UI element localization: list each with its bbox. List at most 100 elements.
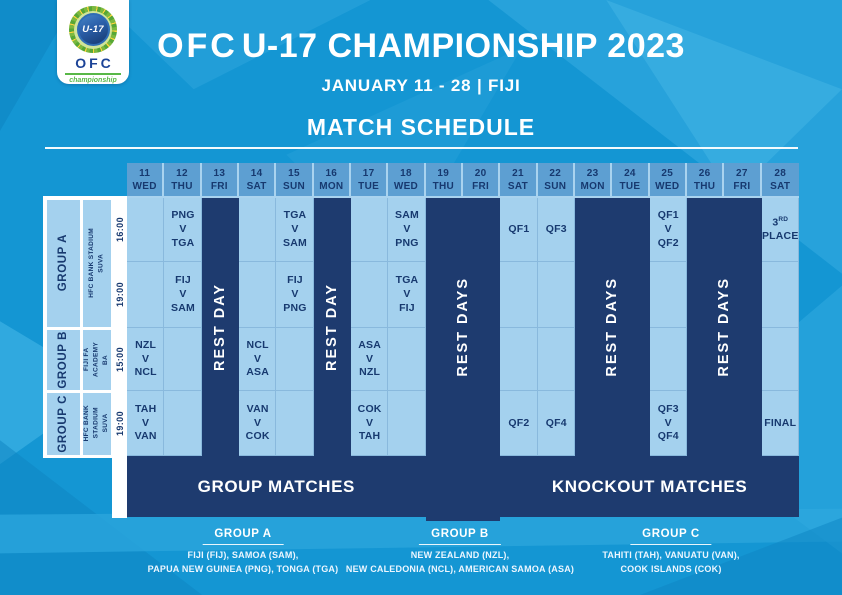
legend-group-c-title: GROUP C bbox=[630, 528, 712, 545]
legend-group-b: GROUP B NEW ZEALAND (NZL), NEW CALEDONIA… bbox=[346, 524, 574, 577]
group-b-label: GROUP B bbox=[46, 329, 80, 390]
match-schedule-heading: MATCH SCHEDULE bbox=[306, 114, 536, 140]
day-header-19: 19 THU bbox=[425, 163, 463, 198]
empty-cell-d21-r3 bbox=[500, 328, 538, 391]
empty-cell-d11-r2 bbox=[127, 262, 165, 328]
day-header-16: 16 MON bbox=[313, 163, 351, 198]
empty-cell-d22-r2 bbox=[537, 262, 575, 328]
empty-cell-d14-r1 bbox=[238, 198, 277, 262]
title-brand: OFC bbox=[157, 27, 238, 65]
match-cell-d14-r4: VAN V COK bbox=[238, 391, 277, 456]
legend-group-b-title: GROUP B bbox=[419, 528, 501, 545]
ofc-logo-card: U-17 OFC championship bbox=[57, 0, 129, 84]
rest-days-jan19-20: REST DAYS bbox=[425, 198, 501, 456]
rest-days-jan26-27: REST DAYS bbox=[686, 198, 762, 456]
day-header-24: 24 TUE bbox=[612, 163, 650, 198]
match-cell-d12-r2: FIJ V SAM bbox=[164, 262, 202, 328]
day-header-15: 15 SUN bbox=[276, 163, 314, 198]
empty-cell-d15-r4 bbox=[276, 391, 314, 456]
day-header-17: 17 TUE bbox=[350, 163, 389, 198]
match-cell-d25-r4: QF3 V QF4 bbox=[649, 391, 687, 456]
empty-cell-d22-r3 bbox=[537, 328, 575, 391]
group-a-label: GROUP A bbox=[46, 199, 80, 327]
empty-cell-d17-r1 bbox=[350, 198, 389, 262]
rest-days-jan23-24: REST DAYS bbox=[574, 198, 650, 456]
title-rest: U-17 CHAMPIONSHIP 2023 bbox=[241, 27, 685, 65]
venue-group-c: HFC BANK STADIUM SUVA bbox=[82, 392, 111, 455]
rest-day-jan16: REST DAY bbox=[313, 198, 351, 456]
page-title: OFC U-17 CHAMPIONSHIP 2023 bbox=[0, 27, 842, 66]
match-cell-d15-r2: FIJ V PNG bbox=[276, 262, 314, 328]
match-cell-d18-r1: SAM V PNG bbox=[388, 198, 426, 262]
legend-group-a-title: GROUP A bbox=[202, 528, 284, 545]
match-cell-d22-r1: QF3 bbox=[537, 198, 575, 262]
day-header-18: 18 WED bbox=[388, 163, 426, 198]
day-header-20: 20 FRI bbox=[462, 163, 501, 198]
match-cell-d22-r4: QF4 bbox=[537, 391, 575, 456]
group-matches-band: GROUP MATCHES bbox=[127, 456, 426, 517]
match-cell-third-place: 3RD PLACE bbox=[761, 198, 799, 262]
match-cell-d21-r4: QF2 bbox=[500, 391, 538, 456]
venue-group-b: FIJI FA ACADEMY BA bbox=[82, 329, 111, 390]
day-header-26: 26 THU bbox=[686, 163, 725, 198]
event-dates-subtitle: JANUARY 11 - 28 | FIJI bbox=[321, 76, 521, 95]
match-cell-d11-r3: NZL V NCL bbox=[127, 328, 165, 391]
kickoff-time-row4: 19:00 bbox=[114, 410, 125, 437]
logo-org-text: OFC bbox=[75, 55, 114, 72]
empty-cell-d21-r2 bbox=[500, 262, 538, 328]
empty-cell-d18-r3 bbox=[388, 328, 426, 391]
kickoff-time-row2: 19:00 bbox=[114, 282, 125, 308]
schedule-table: 11 WED 12 THU 13 FRI 14 SAT 15 SUN 16 MON 17 TU… bbox=[45, 163, 799, 517]
match-cell-d21-r1: QF1 bbox=[500, 198, 538, 262]
rest-days-extension bbox=[425, 517, 501, 521]
day-header-28: 28 SAT bbox=[761, 163, 799, 198]
group-c-label: GROUP C bbox=[46, 392, 80, 455]
legend-group-a-teams: FIJI (FIJ), SAMOA (SAM), PAPUA NEW GUINE… bbox=[147, 550, 339, 574]
match-cell-d17-r3: ASA V NZL bbox=[350, 328, 389, 391]
empty-cell-d12-r3 bbox=[164, 328, 202, 391]
kickoff-time-row3: 15:00 bbox=[114, 346, 125, 373]
empty-cell-d15-r3 bbox=[276, 328, 314, 391]
empty-cell-d25-r2 bbox=[649, 262, 687, 328]
day-header-25: 25 WED bbox=[649, 163, 687, 198]
rest-days-jan19-20-lower bbox=[425, 456, 501, 517]
day-header-27: 27 FRI bbox=[724, 163, 762, 198]
empty-cell-d28-r3 bbox=[761, 328, 799, 391]
logo-championship-text: championship bbox=[69, 77, 117, 84]
match-cell-d11-r4: TAH V VAN bbox=[127, 391, 165, 456]
empty-cell-d18-r4 bbox=[388, 391, 426, 456]
legend-group-a: GROUP A FIJI (FIJ), SAMOA (SAM), PAPUA N… bbox=[148, 524, 339, 577]
match-cell-d17-r4: COK V TAH bbox=[350, 391, 389, 456]
kickoff-time-row1: 16:00 bbox=[114, 217, 125, 243]
day-header-14: 14 SAT bbox=[238, 163, 277, 198]
empty-cell-d28-r2 bbox=[761, 262, 799, 328]
legend-group-c-teams: TAHITI (TAH), VANUATU (VAN), COOK ISLAND… bbox=[602, 550, 740, 574]
day-header-12: 12 THU bbox=[164, 163, 202, 198]
day-header-21: 21 SAT bbox=[500, 163, 538, 198]
empty-cell-d17-r2 bbox=[350, 262, 389, 328]
empty-cell-d12-r4 bbox=[164, 391, 202, 456]
day-header-22: 22 SUN bbox=[537, 163, 575, 198]
knockout-matches-band: KNOCKOUT MATCHES bbox=[500, 456, 799, 517]
match-cell-final: FINAL bbox=[761, 391, 799, 456]
badge-u17-label: U-17 bbox=[76, 13, 110, 47]
empty-cell-d14-r2 bbox=[238, 262, 277, 328]
match-cell-d12-r1: PNG V TGA bbox=[164, 198, 202, 262]
day-header-11: 11 WED bbox=[127, 163, 165, 198]
match-cell-d15-r1: TGA V SAM bbox=[276, 198, 314, 262]
rest-day-jan13: REST DAY bbox=[201, 198, 239, 456]
day-header-13: 13 FRI bbox=[201, 163, 239, 198]
logo-divider bbox=[65, 73, 121, 75]
venue-group-a: HFC BANK STADIUM SUVA bbox=[82, 199, 111, 327]
ofc-u17-badge-icon: U-17 bbox=[69, 6, 117, 54]
time-column-strip bbox=[112, 196, 127, 518]
legend-group-b-teams: NEW ZEALAND (NZL), NEW CALEDONIA (NCL), … bbox=[345, 550, 575, 574]
empty-cell-d25-r3 bbox=[649, 328, 687, 391]
heading-divider bbox=[45, 147, 798, 149]
day-header-23: 23 MON bbox=[574, 163, 613, 198]
match-cell-d25-r1: QF1 V QF2 bbox=[649, 198, 687, 262]
match-cell-d14-r3: NCL V ASA bbox=[238, 328, 277, 391]
empty-cell-d11-r1 bbox=[127, 198, 165, 262]
legend-group-c: GROUP C TAHITI (TAH), VANUATU (VAN), COO… bbox=[602, 524, 739, 577]
